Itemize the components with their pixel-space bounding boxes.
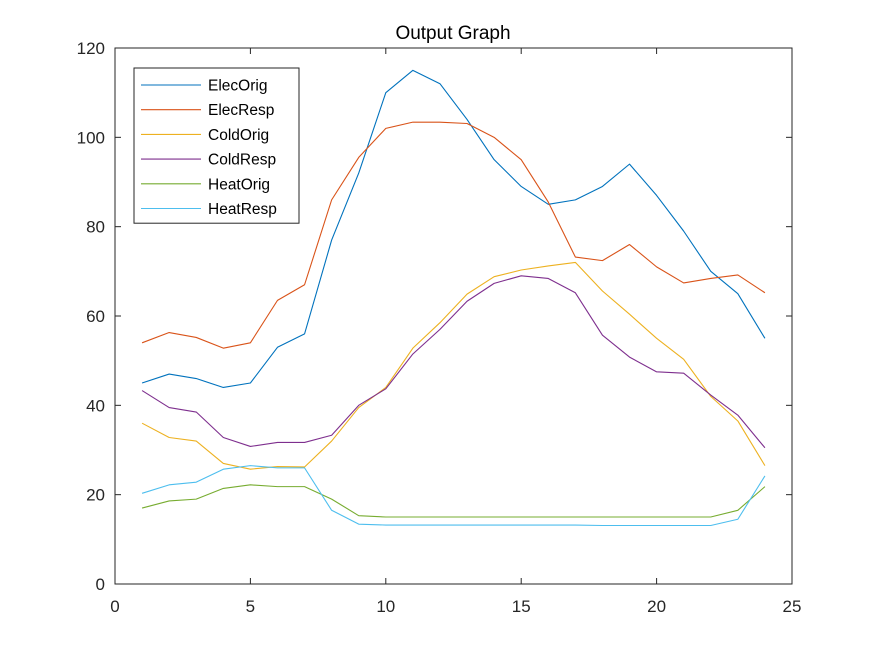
- axes-layer: 0 5 10 15 20 25 0 20 40 60 80 100 120: [77, 39, 802, 616]
- series-line-coldorig: [141, 261, 766, 470]
- y-tick-label: 60: [86, 307, 105, 326]
- series-line-elecresp: [141, 121, 766, 349]
- series-layer: [141, 69, 766, 527]
- chart-title: Output Graph: [395, 23, 510, 44]
- x-tick-label: 10: [376, 597, 395, 616]
- legend-label: ElecOrig: [208, 78, 267, 95]
- series-line-heatorig: [141, 484, 766, 518]
- y-tick-label: 40: [86, 396, 105, 415]
- x-tick-label: 20: [647, 597, 666, 616]
- x-tick-label: 25: [783, 597, 802, 616]
- legend-label: HeatResp: [208, 201, 277, 218]
- y-tick-label: 120: [77, 39, 105, 58]
- series-line-heatresp: [141, 465, 766, 527]
- x-tick-label: 15: [512, 597, 531, 616]
- series-line-elecorig: [141, 69, 766, 389]
- y-tick-label: 0: [96, 575, 105, 594]
- legend-box: [133, 67, 300, 224]
- legend: ElecOrig ElecResp ColdOrig ColdResp HeatOrig…: [133, 67, 300, 224]
- x-tick-label: 5: [246, 597, 255, 616]
- series-line-coldresp: [141, 275, 766, 449]
- legend-label: ColdOrig: [208, 127, 269, 144]
- y-tick-label: 100: [77, 128, 105, 147]
- y-tick-label: 80: [86, 218, 105, 237]
- legend-label: ElecResp: [208, 102, 274, 119]
- x-tick-label: 0: [110, 597, 119, 616]
- y-tick-label: 20: [86, 486, 105, 505]
- legend-label: HeatOrig: [208, 176, 270, 193]
- legend-label: ColdResp: [208, 152, 276, 169]
